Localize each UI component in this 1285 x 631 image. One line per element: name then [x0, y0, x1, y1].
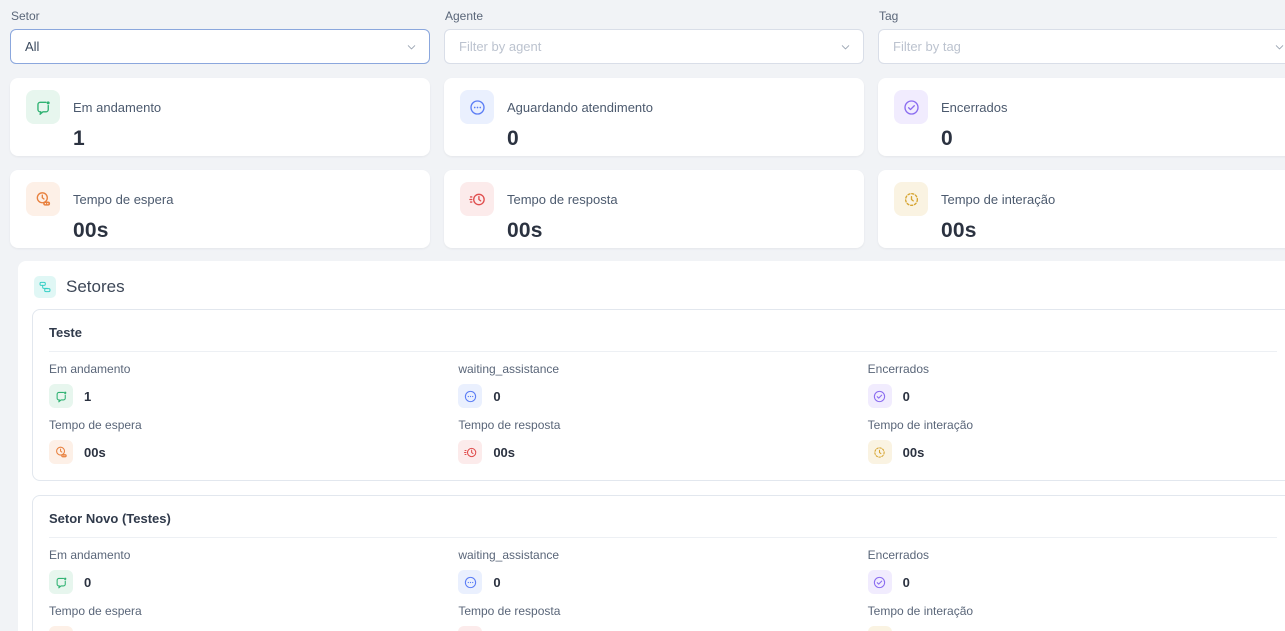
card-label: Em andamento [73, 99, 162, 115]
sectors-title: Setores [66, 277, 125, 296]
stat-label: Encerrados [867, 548, 930, 562]
sector-card-title: Setor Novo (Testes) [49, 508, 1277, 538]
stat-tempo-de-espera: Tempo de espera 00s [49, 604, 458, 631]
sector-stats-grid: Em andamento 0 waiting_assistance [49, 538, 1277, 631]
chevron-down-icon [407, 44, 416, 49]
stat-value: 0 [84, 574, 92, 590]
filter-tag: Tag Filter by tag [878, 7, 1285, 64]
card-value: 00s [941, 219, 977, 242]
stat-value: 00s [902, 444, 925, 460]
card-label: Tempo de resposta [507, 191, 618, 207]
chat-dot-icon [26, 90, 60, 124]
card-em-andamento: Em andamento 1 [10, 78, 430, 156]
stat-tempo-de-resposta: Tempo de resposta 00s [458, 418, 867, 464]
sector-card-setor-novo: Setor Novo (Testes) Em andamento 0 waiti… [32, 495, 1285, 631]
stat-value: 00s [84, 444, 106, 460]
sectors-header: Setores [34, 276, 1285, 298]
chat-dot-icon [49, 384, 73, 408]
stat-label: Tempo de interação [867, 604, 974, 618]
card-encerrados: Encerrados 0 [878, 78, 1285, 156]
stat-label: Tempo de resposta [458, 604, 561, 618]
stat-label: waiting_assistance [458, 362, 560, 376]
clock-dashed-icon [894, 182, 928, 216]
card-value: 1 [73, 127, 85, 150]
stat-encerrados: Encerrados 0 [867, 362, 1277, 408]
stat-tempo-de-espera: Tempo de espera 00s [49, 418, 458, 464]
stat-value: 00s [493, 444, 516, 460]
setor-select-value: All [25, 39, 40, 54]
clock-dashed-icon [867, 440, 892, 464]
summary-cards-row-2: Tempo de espera 00s Tempo de resposta 00… [10, 170, 1285, 248]
stat-label: Em andamento [49, 548, 131, 562]
card-value: 00s [507, 219, 543, 242]
stat-em-andamento: Em andamento 1 [49, 362, 458, 408]
card-tempo-de-resposta: Tempo de resposta 00s [444, 170, 864, 248]
clock-dashed-icon [867, 626, 892, 631]
sectors-panel: Setores Teste Em andamento 1 waiting_ass… [18, 261, 1285, 631]
clock-fast-icon [458, 626, 483, 631]
check-circle-icon [867, 384, 892, 408]
filter-agente-label: Agente [445, 9, 484, 23]
ellipsis-circle-icon [458, 570, 483, 594]
filters-row: Setor All Agente Filter by agent Tag Fil… [10, 7, 1285, 64]
stat-label: Tempo de interação [867, 418, 974, 432]
tag-select-placeholder: Filter by tag [893, 39, 961, 54]
stat-value: 0 [902, 574, 910, 590]
stat-encerrados: Encerrados 0 [867, 548, 1277, 594]
stat-label: Tempo de espera [49, 604, 142, 618]
setor-select[interactable]: All [10, 29, 430, 64]
agente-select-placeholder: Filter by agent [459, 39, 542, 54]
clock-wait-icon [49, 440, 73, 464]
flow-icon [34, 276, 56, 298]
stat-label: Tempo de espera [49, 418, 142, 432]
card-label: Tempo de espera [73, 191, 174, 207]
clock-fast-icon [460, 182, 494, 216]
stat-value: 0 [493, 574, 501, 590]
stat-tempo-de-interacao: Tempo de interação 00s [867, 418, 1277, 464]
check-circle-icon [867, 570, 892, 594]
clock-wait-icon [49, 626, 73, 631]
stat-label: Em andamento [49, 362, 131, 376]
chat-dot-icon [49, 570, 73, 594]
card-tempo-de-espera: Tempo de espera 00s [10, 170, 430, 248]
summary-cards-row-1: Em andamento 1 Aguardando atendimento 0 … [10, 78, 1285, 156]
stat-tempo-de-interacao: Tempo de interação 00s [867, 604, 1277, 631]
stat-label: Encerrados [867, 362, 930, 376]
card-value: 00s [73, 219, 109, 242]
agente-select[interactable]: Filter by agent [444, 29, 864, 64]
stat-em-andamento: Em andamento 0 [49, 548, 458, 594]
sector-card-title: Teste [49, 322, 1277, 352]
stat-waiting-assistance: waiting_assistance 0 [458, 548, 867, 594]
ellipsis-circle-icon [460, 90, 494, 124]
stat-value: 0 [902, 388, 910, 404]
sector-card-teste: Teste Em andamento 1 waiting_assistance [32, 309, 1285, 481]
card-value: 0 [941, 127, 953, 150]
stat-value: 1 [84, 388, 92, 404]
stat-tempo-de-resposta: Tempo de resposta 00s [458, 604, 867, 631]
sector-stats-grid: Em andamento 1 waiting_assistance [49, 352, 1277, 464]
card-value: 0 [507, 127, 519, 150]
stat-label: Tempo de resposta [458, 418, 561, 432]
filter-agente: Agente Filter by agent [444, 7, 864, 64]
filter-tag-label: Tag [879, 9, 899, 23]
filter-setor-label: Setor [11, 9, 40, 23]
card-aguardando-atendimento: Aguardando atendimento 0 [444, 78, 864, 156]
stat-waiting-assistance: waiting_assistance 0 [458, 362, 867, 408]
filter-setor: Setor All [10, 7, 430, 64]
chevron-down-icon [841, 44, 850, 49]
stat-value: 0 [493, 388, 501, 404]
chevron-down-icon [1275, 44, 1284, 49]
stat-label: waiting_assistance [458, 548, 560, 562]
card-label: Tempo de interação [941, 191, 1056, 207]
card-tempo-de-interacao: Tempo de interação 00s [878, 170, 1285, 248]
ellipsis-circle-icon [458, 384, 483, 408]
clock-wait-icon [26, 182, 60, 216]
clock-fast-icon [458, 440, 483, 464]
card-label: Aguardando atendimento [507, 99, 654, 115]
card-label: Encerrados [941, 99, 1008, 115]
tag-select[interactable]: Filter by tag [878, 29, 1285, 64]
check-circle-icon [894, 90, 928, 124]
